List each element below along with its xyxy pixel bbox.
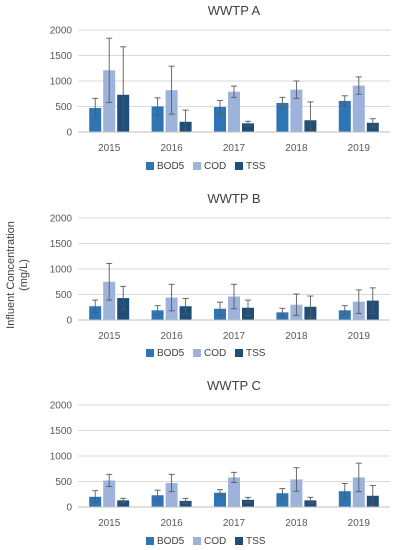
bar-bod5 — [276, 102, 289, 132]
bar-cod — [228, 477, 240, 507]
y-tick-label: 1500 — [50, 239, 73, 250]
y-tick-label: 0 — [66, 128, 72, 139]
y-tick-label: 1000 — [50, 265, 73, 276]
y-tick-label: 0 — [66, 316, 72, 327]
legend-label-bod5: BOD5 — [157, 161, 185, 172]
x-tick-label: 2015 — [98, 518, 121, 529]
bar-cod — [103, 281, 116, 320]
bar-cod — [352, 477, 365, 507]
legend-swatch-tss — [235, 537, 243, 545]
legend-label-cod: COD — [204, 161, 226, 172]
y-tick-label: 500 — [55, 477, 72, 488]
y-tick-label: 2000 — [50, 26, 73, 37]
bar-tss — [179, 500, 192, 507]
y-tick-label: 2000 — [50, 401, 73, 412]
bar-bod5 — [89, 108, 102, 132]
bar-cod — [165, 483, 178, 507]
legend-label-tss: TSS — [246, 348, 266, 359]
chart-title: WWTP B — [207, 191, 260, 206]
legend-swatch-cod — [193, 162, 201, 170]
y-axis-label-line-1: Influent Concentration — [5, 221, 17, 329]
x-tick-label: 2018 — [285, 331, 308, 342]
x-tick-label: 2019 — [348, 518, 371, 529]
legend-label-tss: TSS — [246, 161, 266, 172]
legend-swatch-cod — [193, 349, 201, 357]
bar-tss — [242, 499, 254, 507]
bar-tss — [117, 500, 130, 507]
y-tick-label: 1500 — [50, 51, 73, 62]
x-tick-label: 2019 — [348, 143, 371, 154]
bar-cod — [103, 480, 116, 507]
y-tick-label: 2000 — [50, 214, 73, 225]
legend-label-cod: COD — [204, 348, 226, 359]
x-tick-label: 2018 — [285, 143, 308, 154]
legend-swatch-bod5 — [146, 162, 154, 170]
x-tick-label: 2018 — [285, 518, 308, 529]
x-tick-label: 2016 — [160, 331, 183, 342]
x-tick-label: 2016 — [160, 143, 183, 154]
x-tick-label: 2015 — [98, 143, 121, 154]
bar-bod5 — [214, 492, 226, 507]
y-tick-label: 1000 — [50, 452, 73, 463]
y-tick-label: 1000 — [50, 77, 73, 88]
y-tick-label: 1500 — [50, 426, 73, 437]
x-tick-label: 2017 — [223, 331, 246, 342]
bar-bod5 — [151, 495, 164, 507]
bar-cod — [352, 85, 365, 132]
x-tick-label: 2017 — [223, 143, 246, 154]
bar-cod — [290, 479, 303, 507]
bar-tss — [242, 123, 254, 132]
legend-label-bod5: BOD5 — [157, 536, 185, 547]
x-tick-label: 2016 — [160, 518, 183, 529]
x-tick-label: 2019 — [348, 331, 371, 342]
x-tick-label: 2015 — [98, 331, 121, 342]
legend-swatch-bod5 — [146, 349, 154, 357]
y-axis-label-line-2: (mg/L) — [18, 259, 30, 291]
bar-bod5 — [338, 100, 351, 132]
legend-label-cod: COD — [204, 536, 226, 547]
y-tick-label: 500 — [55, 102, 72, 113]
bar-bod5 — [151, 106, 164, 132]
x-tick-label: 2017 — [223, 518, 246, 529]
chart-panel-3: WWTP C 0 500 1000 1500 2000 2015 2016 2017 2018 20… — [50, 378, 390, 547]
chart-panel-2: WWTP B 0 500 1000 1500 2000 2015 2016 2017 2018 20… — [50, 191, 390, 359]
y-tick-label: 0 — [66, 503, 72, 514]
legend-swatch-bod5 — [146, 537, 154, 545]
bar-bod5 — [276, 493, 289, 507]
bar-tss — [366, 122, 379, 132]
shared-y-axis-label: Influent Concentration (mg/L) — [5, 221, 30, 329]
legend-swatch-tss — [235, 349, 243, 357]
chart-title: WWTP A — [208, 3, 261, 18]
legend-label-bod5: BOD5 — [157, 348, 185, 359]
bar-bod5 — [89, 306, 102, 320]
legend-swatch-tss — [235, 162, 243, 170]
bar-cod — [228, 91, 240, 132]
chart-panel-1: WWTP A 0 500 1000 1500 2000 2015 2016 2017 2018 20… — [50, 3, 390, 172]
chart-title: WWTP C — [207, 378, 261, 393]
legend-label-tss: TSS — [246, 536, 266, 547]
bar-cod — [290, 89, 303, 132]
y-tick-label: 500 — [55, 290, 72, 301]
legend-swatch-cod — [193, 537, 201, 545]
